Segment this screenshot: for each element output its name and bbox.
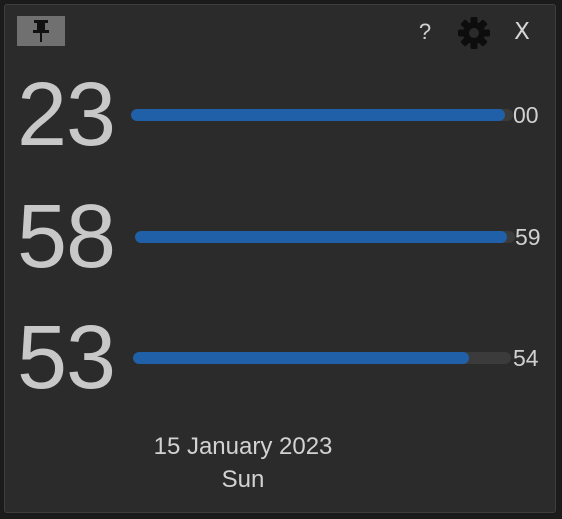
hours-value: 23 bbox=[17, 65, 116, 165]
seconds-progress-track bbox=[133, 352, 511, 364]
hours-progress-fill bbox=[131, 109, 506, 121]
weekday-label: Sun bbox=[221, 466, 265, 493]
pushpin-icon bbox=[33, 20, 49, 42]
pin-button[interactable] bbox=[17, 16, 65, 46]
gear-icon bbox=[458, 17, 490, 49]
minutes-value: 58 bbox=[17, 187, 116, 287]
seconds-progress-fill bbox=[133, 352, 470, 364]
clock-window: ? X 23 00 58 59 bbox=[4, 4, 556, 513]
date-label: 15 January 2023 bbox=[153, 433, 333, 460]
minutes-progress-track bbox=[135, 231, 515, 243]
hours-next-value: 00 bbox=[513, 102, 539, 128]
seconds-value: 53 bbox=[17, 308, 116, 408]
seconds-row: 53 54 bbox=[5, 308, 557, 408]
minutes-next-value: 59 bbox=[515, 224, 541, 250]
hours-row: 23 00 bbox=[5, 65, 557, 165]
help-button[interactable]: ? bbox=[410, 17, 440, 47]
seconds-next-value: 54 bbox=[513, 345, 539, 371]
close-button[interactable]: X bbox=[505, 16, 539, 48]
hours-progress-track bbox=[131, 109, 513, 121]
minutes-row: 58 59 bbox=[5, 187, 557, 287]
minutes-progress-fill bbox=[135, 231, 508, 243]
settings-button[interactable] bbox=[454, 13, 494, 53]
